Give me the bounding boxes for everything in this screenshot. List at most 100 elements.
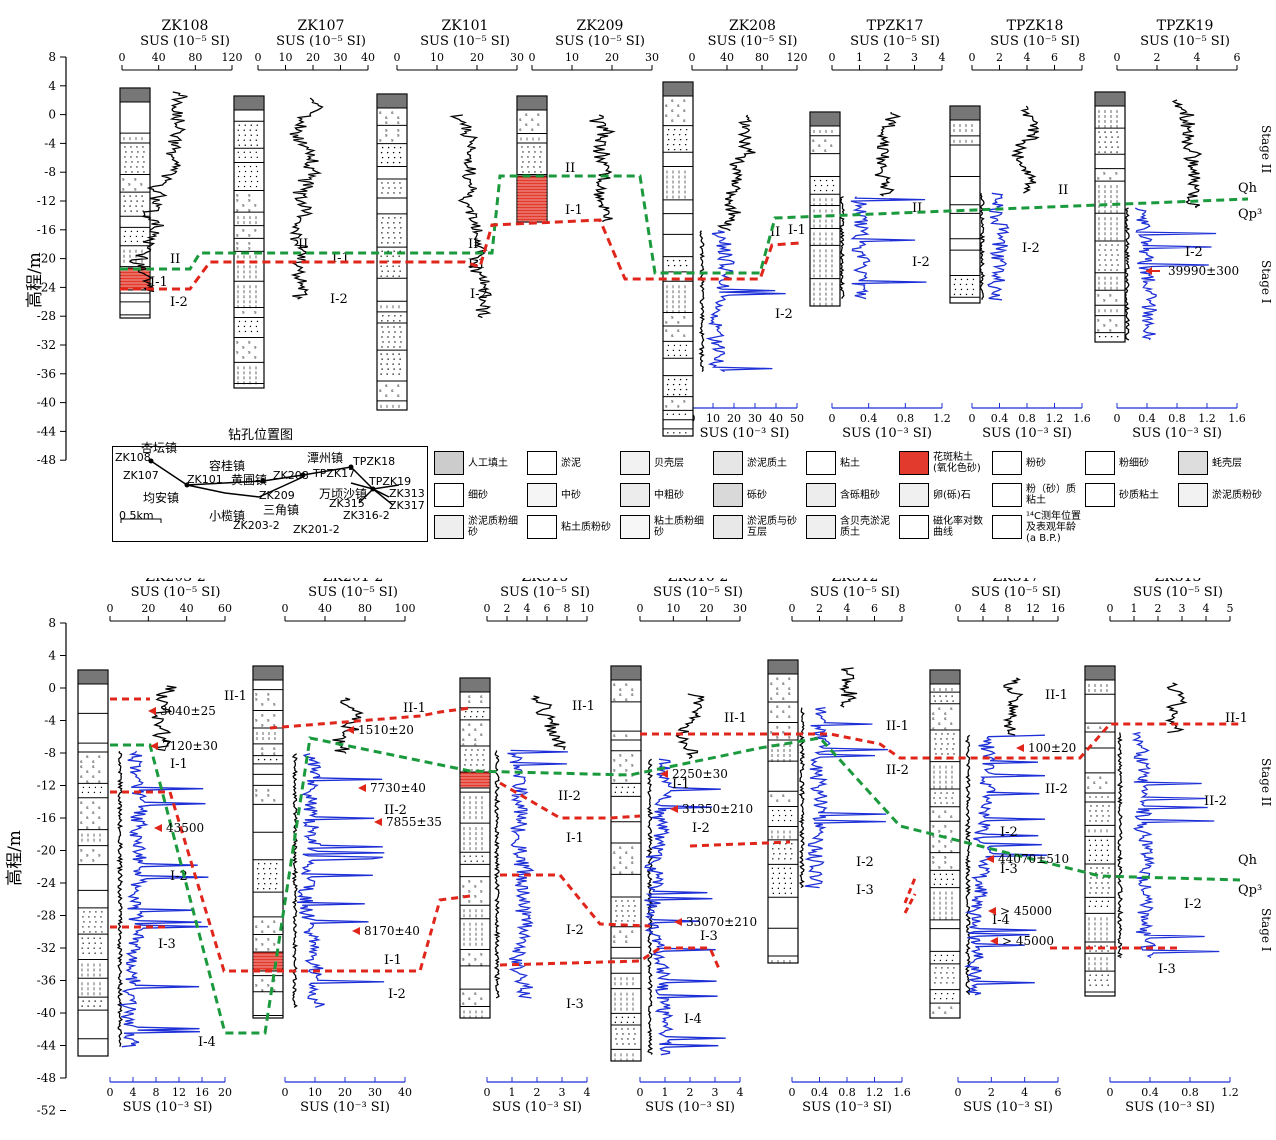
sand-dot xyxy=(269,758,272,761)
sus-curve-5 xyxy=(838,667,858,708)
silt-mark: s xyxy=(80,759,83,765)
sand-dot xyxy=(268,877,271,880)
red-line-b8 xyxy=(640,722,1240,760)
sand-dot xyxy=(249,185,252,188)
unit-label: I-3 xyxy=(1158,962,1176,977)
sand-dot xyxy=(1117,136,1119,138)
silt-mark: s xyxy=(255,936,258,942)
silt-mark: s xyxy=(944,855,947,861)
sand-dot xyxy=(81,1005,83,1007)
sand-dot xyxy=(1106,945,1108,947)
sand-dot xyxy=(244,180,247,183)
silt-mark: s xyxy=(631,870,634,876)
sand-dot xyxy=(381,358,383,360)
sand-dot xyxy=(141,205,143,207)
sand-dot xyxy=(1101,892,1103,894)
top-axis-tick-label: 8 xyxy=(1005,602,1012,615)
sand-dot xyxy=(940,700,942,702)
sand-dot xyxy=(125,151,127,153)
sand-dot xyxy=(621,1016,624,1019)
top-axis-tick-label: 0 xyxy=(255,51,262,64)
sand-dot xyxy=(129,235,132,238)
sand-dot xyxy=(778,882,781,885)
silt-mark: s xyxy=(944,716,947,722)
sand-dot xyxy=(533,166,535,168)
silt-mark: s xyxy=(480,889,483,895)
silt-mark: s xyxy=(824,148,827,154)
silt-mark: s xyxy=(248,208,251,214)
silt-mark: s xyxy=(480,694,483,700)
sus-curve-5-lower xyxy=(698,230,706,372)
legend-swatch xyxy=(992,515,1022,539)
bottom-axis-unit: SUS (10⁻³ SI) xyxy=(982,426,1072,441)
silt-mark: s xyxy=(619,870,622,876)
sand-dot xyxy=(679,354,682,357)
silt-mark: s xyxy=(776,724,779,730)
sand-dot xyxy=(1101,796,1103,798)
map-hole-zk315: ZK315 xyxy=(329,497,365,510)
sand-dot xyxy=(771,877,774,880)
sand-dot xyxy=(386,161,389,164)
sand-dot xyxy=(256,330,259,333)
sand-dot xyxy=(784,814,787,817)
date-arrow xyxy=(154,824,162,832)
sand-dot xyxy=(616,1033,618,1035)
silt-mark: s xyxy=(932,860,935,866)
sand-dot xyxy=(778,858,780,860)
silt-mark: s xyxy=(619,753,622,759)
sand-dot xyxy=(381,242,383,244)
legend-item: 中粗砂 xyxy=(620,482,710,508)
bottom-stage-i: Stage I xyxy=(1259,908,1273,952)
sand-dot xyxy=(946,954,949,957)
legend-swatch xyxy=(899,483,929,507)
sand-dot xyxy=(1108,867,1110,869)
sus-curve-3 xyxy=(964,734,1048,996)
legend-item: 含砾粗砂 xyxy=(806,482,896,508)
sand-dot xyxy=(387,336,389,338)
sand-dot xyxy=(124,156,126,158)
top-axis-tick-label: 4 xyxy=(980,602,987,615)
legend-label: 中粗砂 xyxy=(654,489,684,501)
silt-mark: s xyxy=(273,751,276,757)
sand-dot xyxy=(82,952,84,954)
sand-dot xyxy=(673,432,675,434)
sand-dot xyxy=(392,161,395,164)
sand-dot xyxy=(256,124,258,126)
silt-mark: s xyxy=(788,734,791,740)
sand-dot xyxy=(947,977,949,979)
sand-dot xyxy=(1104,141,1106,143)
silt-mark: s xyxy=(468,952,471,958)
top-axis-tick-label: 4 xyxy=(844,602,851,615)
sand-dot xyxy=(136,156,138,158)
legend-item: 粉砂 xyxy=(992,450,1082,476)
silt-mark: s xyxy=(938,1005,941,1011)
bottom-axis-tick-label: 1.2 xyxy=(1046,412,1064,425)
sus-curve-5 xyxy=(151,685,177,752)
top-axis-tick-label: 40 xyxy=(720,51,734,64)
map-hole-zk208: ZK208 xyxy=(273,469,309,482)
sand-dot xyxy=(243,139,245,141)
sand-dot xyxy=(399,192,401,194)
borehole-name: ZK313 xyxy=(1155,578,1202,585)
sand-dot xyxy=(1089,844,1092,847)
sand-dot xyxy=(250,180,253,183)
sand-dot xyxy=(263,862,266,865)
radiocarbon-date: 7120±30 xyxy=(150,739,218,753)
sand-dot xyxy=(125,171,127,173)
fill-layer xyxy=(516,95,548,111)
sand-dot xyxy=(262,887,265,890)
silt-mark: s xyxy=(385,393,388,399)
top-axis-tick-label: 5 xyxy=(1227,602,1234,615)
silt-mark: s xyxy=(944,843,947,849)
sand-dot xyxy=(137,151,139,153)
silt-mark: s xyxy=(613,939,616,945)
sand-dot xyxy=(1110,151,1112,153)
fill-layer xyxy=(77,669,109,685)
sand-dot xyxy=(1094,945,1096,947)
top-axis-tick-label: 4 xyxy=(1203,602,1210,615)
sand-dot xyxy=(790,882,793,885)
sand-dot xyxy=(1107,810,1109,812)
sand-dot xyxy=(684,143,687,146)
